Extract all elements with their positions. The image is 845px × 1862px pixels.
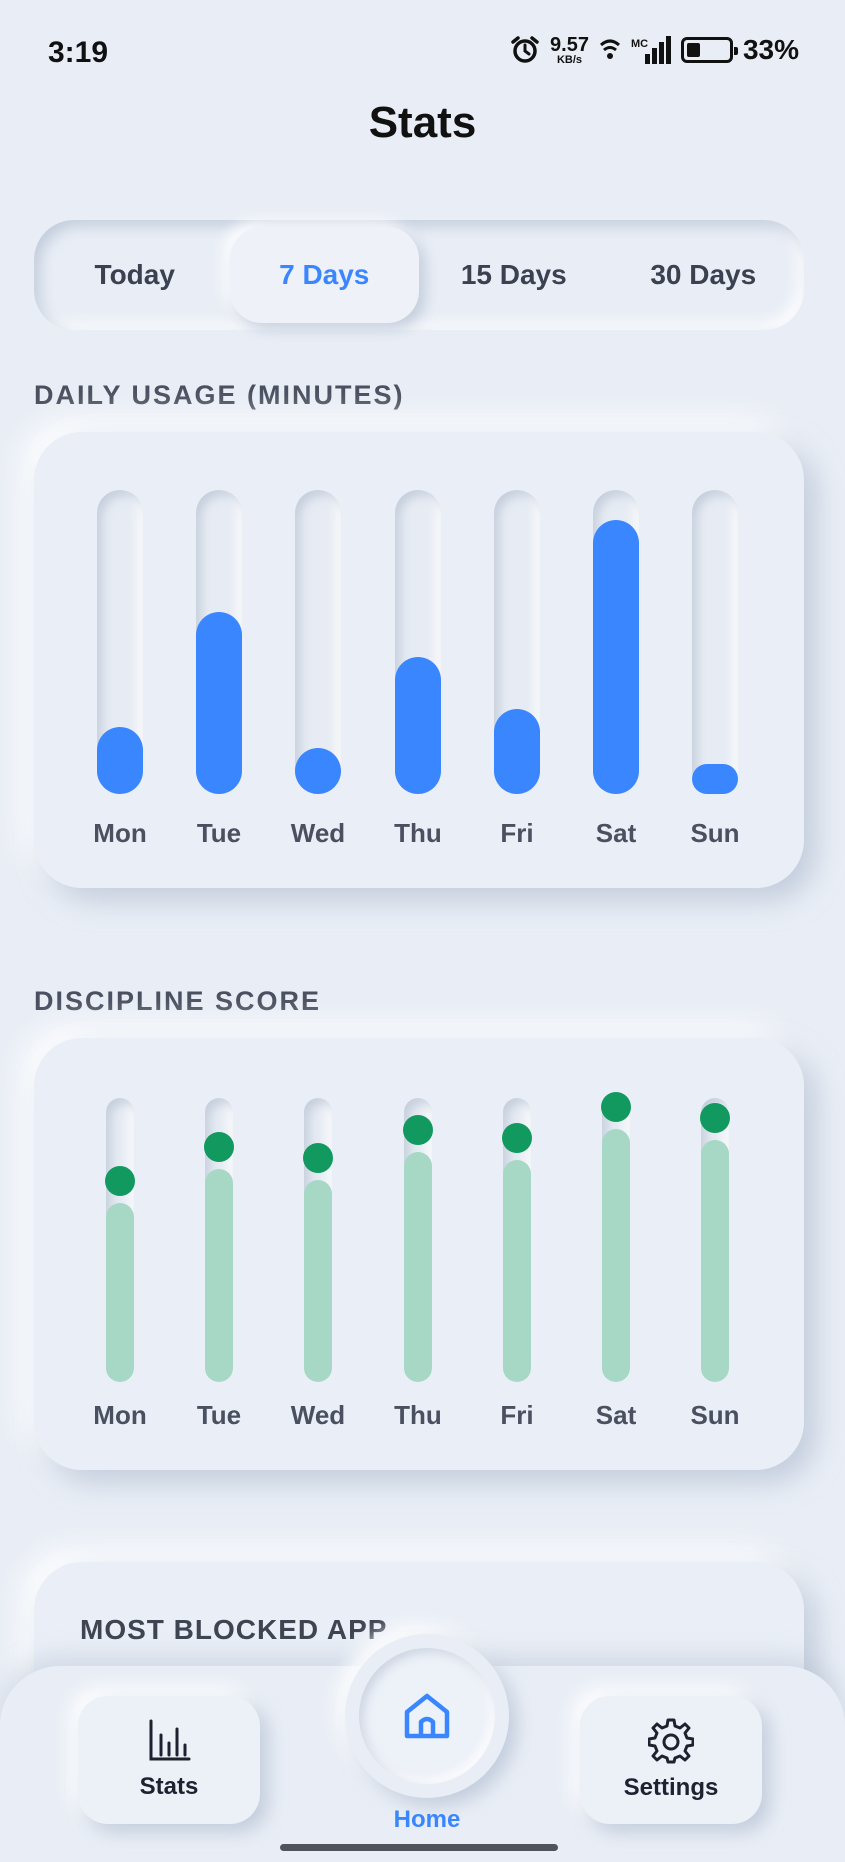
discipline-score-dot xyxy=(403,1114,433,1145)
discipline-bar xyxy=(205,1168,233,1382)
bar-chart-icon xyxy=(149,1719,191,1761)
nav-home-button[interactable] xyxy=(345,1634,509,1798)
signal-label: MC xyxy=(631,38,648,50)
discipline-day-label: Sun xyxy=(690,1400,740,1430)
usage-bar-track xyxy=(196,490,242,794)
discipline-day-label: Mon xyxy=(93,1400,147,1430)
usage-bar-track xyxy=(295,490,341,794)
discipline-bar xyxy=(304,1179,332,1382)
home-button-inner xyxy=(359,1648,495,1784)
nav-settings-label: Settings xyxy=(623,1774,719,1801)
usage-bar xyxy=(692,763,738,794)
discipline-day-label: Sat xyxy=(595,1400,637,1430)
nav-home-label: Home xyxy=(393,1806,461,1833)
usage-day-label: Mon xyxy=(93,818,147,848)
range-tabs: Today 7 Days 15 Days 30 Days xyxy=(34,220,804,330)
usage-day-label: Sun xyxy=(690,818,740,848)
discipline-day-label: Fri xyxy=(500,1400,534,1430)
page-title: Stats xyxy=(368,98,477,147)
tab-15-days[interactable]: 15 Days xyxy=(460,259,567,290)
discipline-day-label: Tue xyxy=(196,1400,242,1430)
discipline-bar-track xyxy=(404,1098,432,1382)
usage-day-label: Tue xyxy=(196,818,242,848)
usage-bar-track xyxy=(395,490,441,794)
discipline-bar xyxy=(106,1202,134,1382)
signal-icon: MC xyxy=(631,36,671,64)
status-bar: 3:19 9.57 KB/s MC 33% xyxy=(0,0,845,100)
status-icons: 9.57 KB/s MC 33% xyxy=(510,34,799,66)
status-time: 3:19 xyxy=(48,36,109,69)
net-speed-value: 9.57 xyxy=(550,33,589,56)
usage-bar xyxy=(97,727,143,794)
battery-level xyxy=(686,43,701,57)
usage-bar xyxy=(395,657,441,794)
battery-icon xyxy=(680,37,738,63)
discipline-bar-track xyxy=(304,1098,332,1382)
usage-bar xyxy=(196,611,242,794)
daily-usage-label: DAILY USAGE (MINUTES) xyxy=(34,380,405,410)
home-icon xyxy=(404,1693,450,1739)
usage-bar-track xyxy=(692,490,738,794)
tab-30-days[interactable]: 30 Days xyxy=(650,259,757,290)
nav-stats-label: Stats xyxy=(139,1773,199,1800)
discipline-bar-track xyxy=(602,1098,630,1382)
wifi-icon xyxy=(599,39,620,59)
discipline-score-dot xyxy=(105,1165,135,1196)
discipline-score-dot xyxy=(204,1131,234,1162)
usage-bar-track xyxy=(494,490,540,794)
discipline-bar xyxy=(503,1160,531,1382)
usage-day-label: Wed xyxy=(290,818,346,848)
net-speed: 9.57 KB/s xyxy=(550,35,589,66)
bottom-nav: Stats Home Settings xyxy=(0,1634,845,1862)
discipline-bar xyxy=(404,1151,432,1382)
discipline-day-label: Wed xyxy=(290,1400,346,1430)
discipline-score-card: Mon Tue Wed Thu Fri Sat Sun xyxy=(34,1038,804,1470)
usage-day-label: Sat xyxy=(595,818,637,848)
gear-icon xyxy=(648,1718,694,1764)
usage-bar-track xyxy=(97,490,143,794)
gesture-bar[interactable] xyxy=(280,1844,558,1851)
battery-percent: 33% xyxy=(742,34,799,65)
discipline-bar xyxy=(602,1128,630,1382)
discipline-score-dot xyxy=(303,1142,333,1173)
tab-today[interactable]: Today xyxy=(94,259,175,290)
net-speed-unit: KB/s xyxy=(556,53,583,66)
usage-bar-track xyxy=(593,490,639,794)
most-blocked-app-title: MOST BLOCKED APP xyxy=(80,1614,388,1645)
usage-bar xyxy=(494,708,540,794)
alarm-icon xyxy=(511,36,539,63)
usage-bar xyxy=(593,520,639,794)
discipline-day-label: Thu xyxy=(394,1400,442,1430)
discipline-score-label: DISCIPLINE SCORE xyxy=(34,986,322,1016)
usage-day-label: Thu xyxy=(394,818,442,848)
nav-settings-button[interactable]: Settings xyxy=(580,1696,762,1824)
discipline-score-dot xyxy=(502,1123,532,1154)
tab-7-days[interactable]: 7 Days xyxy=(229,227,419,323)
daily-usage-card: Mon Tue Wed Thu Fri Sat Sun xyxy=(34,432,804,888)
discipline-bar-track xyxy=(701,1098,729,1382)
discipline-score-dot xyxy=(601,1091,631,1122)
usage-bar xyxy=(295,748,341,794)
nav-stats-button[interactable]: Stats xyxy=(78,1696,260,1824)
discipline-bar-track xyxy=(106,1098,134,1382)
discipline-bar xyxy=(701,1140,729,1382)
discipline-score-dot xyxy=(700,1103,730,1134)
usage-day-label: Fri xyxy=(500,818,534,848)
